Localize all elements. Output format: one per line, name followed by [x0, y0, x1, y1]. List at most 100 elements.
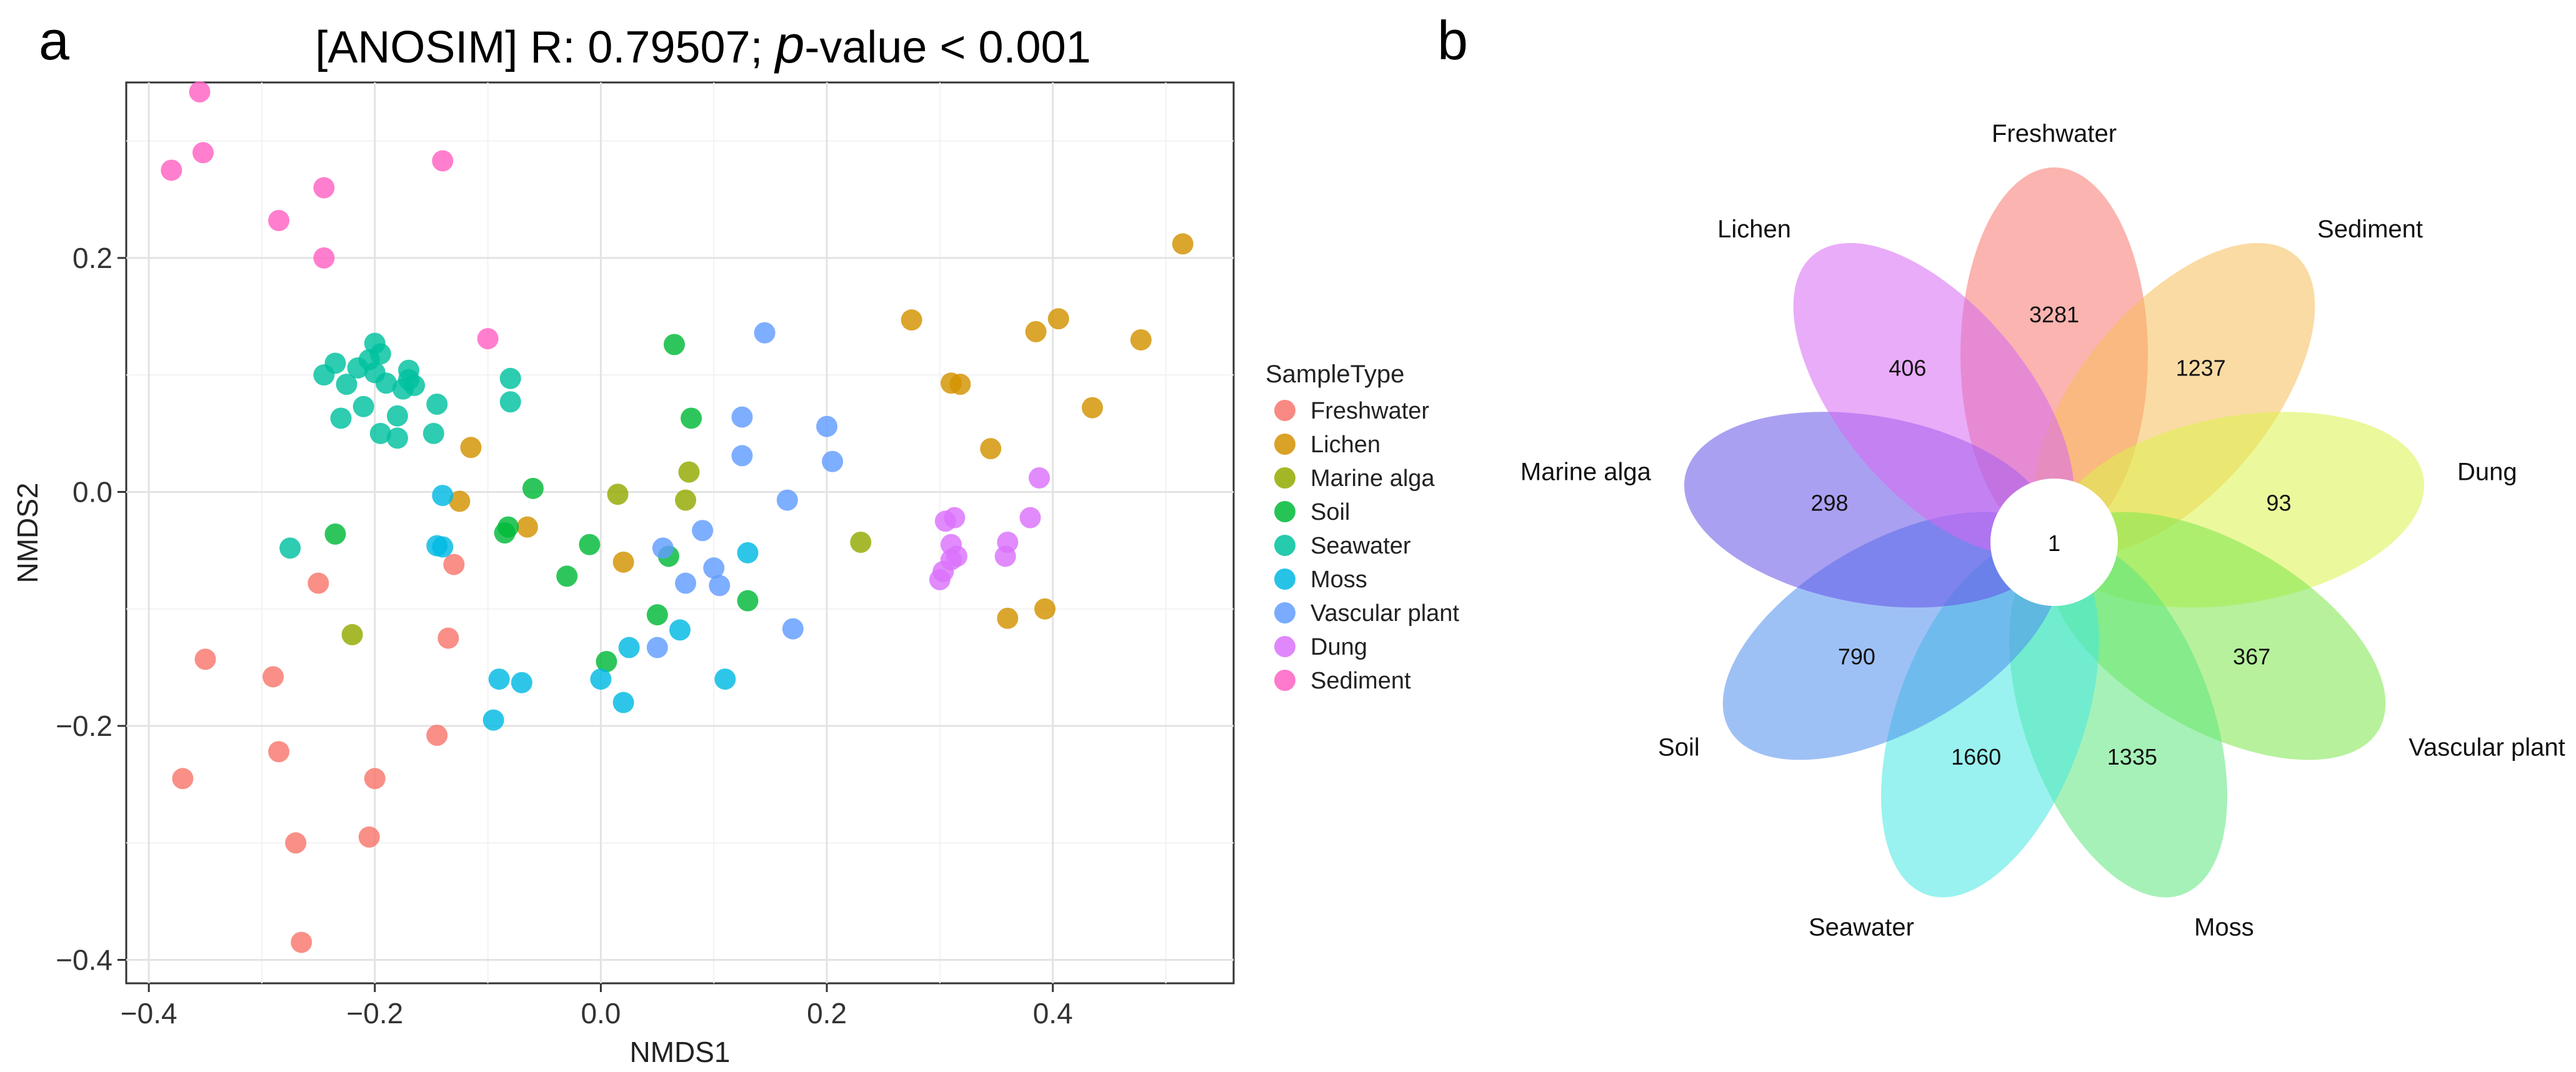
x-tick-label: −0.4: [121, 997, 177, 1030]
point-marine-alga: [675, 489, 697, 511]
point-freshwater: [285, 832, 307, 854]
point-seawater: [369, 422, 391, 444]
point-sediment: [313, 177, 335, 199]
point-moss: [737, 542, 759, 563]
venn-center: [1990, 479, 2118, 606]
point-soil: [663, 334, 685, 355]
petal-value-sediment: 1237: [2176, 355, 2226, 380]
point-freshwater: [437, 627, 459, 649]
point-seawater: [386, 427, 408, 449]
point-soil: [681, 407, 702, 429]
petal-label-soil: Soil: [1658, 734, 1700, 762]
point-vascular-plant: [731, 406, 753, 428]
point-sediment: [432, 150, 454, 172]
legend-key-sediment: [1274, 670, 1295, 691]
point-vascular-plant: [709, 575, 731, 597]
point-freshwater: [291, 931, 312, 953]
x-tick-label: 0.0: [581, 997, 621, 1030]
point-seawater: [369, 343, 391, 365]
petal-value-dung: 93: [2266, 490, 2291, 516]
y-axis-label: NMDS2: [11, 482, 44, 583]
point-moss: [432, 536, 454, 558]
legend-key-dung: [1274, 636, 1295, 657]
petal-label-freshwater: Freshwater: [1992, 120, 2117, 147]
legend-title: SampleType: [1266, 360, 1404, 388]
point-lichen: [949, 374, 971, 395]
point-dung: [997, 531, 1019, 553]
petal-label-marine-alga: Marine alga: [1520, 458, 1652, 485]
y-tick-label: 0.2: [72, 242, 112, 274]
legend-label-dung: Dung: [1310, 634, 1367, 660]
point-freshwater: [443, 553, 465, 575]
scatter-title-prefix: [ANOSIM] R: 0.79507;: [315, 22, 775, 72]
point-soil: [497, 516, 519, 538]
point-freshwater: [194, 648, 216, 670]
y-tick-label: −0.2: [56, 710, 112, 742]
x-tick-label: 0.2: [807, 997, 847, 1030]
point-sediment: [477, 328, 499, 350]
point-freshwater: [172, 768, 194, 790]
point-soil: [596, 651, 617, 672]
point-moss: [488, 668, 510, 690]
y-tick-label: 0.0: [72, 475, 112, 508]
point-soil: [556, 565, 578, 587]
point-lichen: [980, 438, 1002, 460]
petal-lichen: [1793, 242, 2074, 555]
point-soil: [646, 604, 668, 626]
point-lichen: [1025, 320, 1047, 342]
point-sediment: [161, 159, 182, 181]
point-moss: [511, 672, 532, 693]
point-moss: [590, 668, 612, 690]
point-marine-alga: [607, 484, 629, 505]
point-seawater: [352, 395, 374, 417]
petal-value-vascular-plant: 367: [2233, 644, 2270, 670]
legend-key-moss: [1274, 568, 1295, 590]
point-vascular-plant: [646, 637, 668, 658]
panel-label-a: a: [39, 9, 69, 71]
point-lichen: [1047, 308, 1069, 330]
legend-key-vascular-plant: [1274, 602, 1295, 623]
point-sediment: [268, 209, 290, 231]
point-moss: [669, 619, 691, 641]
point-vascular-plant: [692, 520, 714, 542]
legend-key-soil: [1274, 501, 1295, 522]
x-tick-label: −0.2: [346, 997, 403, 1030]
point-seawater: [426, 394, 448, 415]
point-marine-alga: [678, 461, 700, 483]
y-axis-ticks: −0.4 −0.2 0.0 0.2: [56, 242, 126, 976]
legend-key-freshwater: [1274, 400, 1295, 421]
scatter-title-p: p: [774, 15, 805, 74]
point-marine-alga: [341, 623, 363, 645]
point-soil: [522, 477, 544, 499]
petal-value-marine-alga: 298: [1811, 490, 1849, 516]
point-sediment: [313, 247, 335, 269]
scatter-title: [ANOSIM] R: 0.79507; p-value < 0.001: [315, 15, 1091, 74]
point-vascular-plant: [731, 445, 753, 467]
venn-flower-diagram: 3281 Freshwater 1237 Sediment 93 Dung 367 Vascu…: [1520, 120, 2565, 941]
petal-value-moss: 1335: [2107, 744, 2157, 770]
point-lichen: [612, 551, 634, 573]
point-sediment: [192, 142, 214, 164]
point-lichen: [997, 607, 1019, 629]
point-soil: [579, 534, 601, 555]
point-lichen: [1034, 598, 1056, 620]
point-freshwater: [426, 724, 448, 746]
point-marine-alga: [850, 531, 872, 553]
point-lichen: [1130, 329, 1152, 350]
point-lichen: [1172, 233, 1194, 255]
point-vascular-plant: [652, 537, 674, 559]
venn-center-value: 1: [2048, 530, 2060, 556]
point-vascular-plant: [703, 557, 725, 579]
point-seawater: [336, 374, 357, 395]
point-moss: [618, 637, 640, 658]
petal-value-seawater: 1660: [1951, 744, 2001, 770]
point-vascular-plant: [822, 450, 844, 472]
legend-label-moss: Moss: [1310, 567, 1367, 593]
point-soil: [324, 523, 346, 545]
petal-label-sediment: Sediment: [2317, 216, 2423, 243]
scatter-points: [161, 81, 1194, 953]
point-seawater: [375, 372, 397, 394]
point-vascular-plant: [776, 489, 798, 511]
point-freshwater: [262, 666, 284, 688]
